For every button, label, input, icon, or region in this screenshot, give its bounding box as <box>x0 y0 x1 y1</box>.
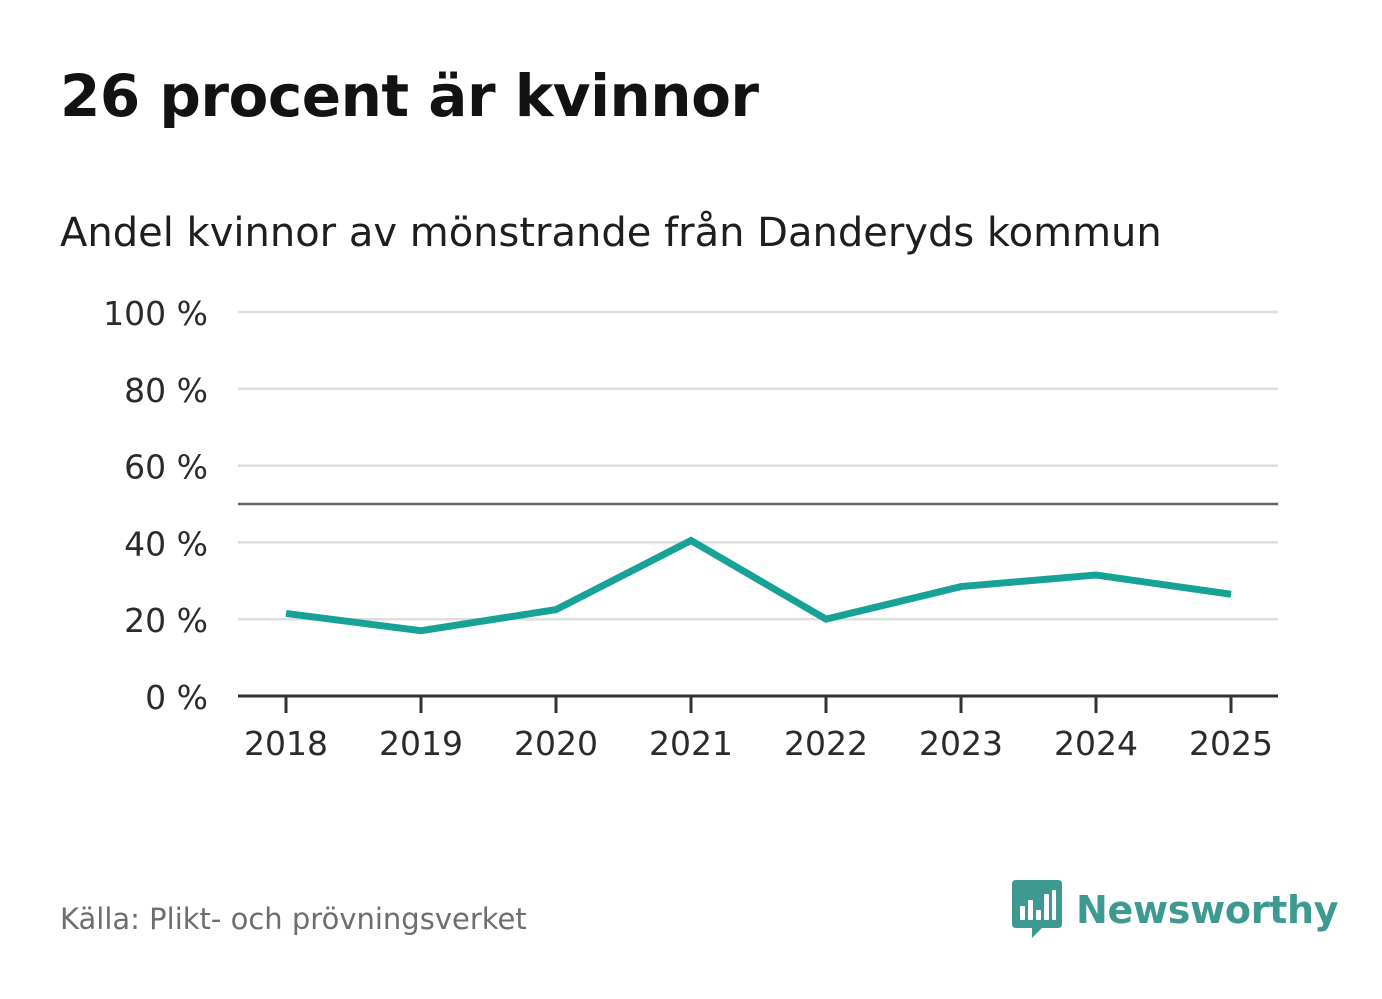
y-tick-label: 40 % <box>124 524 208 563</box>
brand-logo: Newsworthy <box>1012 880 1339 940</box>
series-line <box>285 536 1232 635</box>
x-tick-label: 2024 <box>1054 724 1138 763</box>
x-tick-label: 2019 <box>379 724 463 763</box>
x-tick-label: 2020 <box>514 724 598 763</box>
y-tick-label: 100 % <box>103 294 208 333</box>
x-tick-label: 2021 <box>649 724 733 763</box>
chart-subtitle: Andel kvinnor av mönstrande från Dandery… <box>60 210 1162 256</box>
y-tick-label: 80 % <box>124 371 208 410</box>
series-group <box>285 536 1232 635</box>
chart-title: 26 procent är kvinnor <box>60 62 759 130</box>
brand-name: Newsworthy <box>1076 888 1339 932</box>
x-axis <box>238 694 1278 713</box>
x-tick-label: 2023 <box>919 724 1003 763</box>
x-tick-label: 2025 <box>1189 724 1273 763</box>
x-tick-label: 2018 <box>244 724 328 763</box>
y-tick-label: 20 % <box>124 601 208 640</box>
bar-chart-speech-bubble-icon <box>1012 880 1062 938</box>
gridlines <box>238 310 1278 621</box>
x-tick-label: 2022 <box>784 724 868 763</box>
source-note: Källa: Plikt- och prövningsverket <box>60 902 527 936</box>
x-axis-labels: 2018 2019 2020 2021 2022 2023 2024 2025 <box>244 724 1273 763</box>
y-tick-label: 0 % <box>145 678 208 717</box>
y-tick-label: 60 % <box>124 448 208 487</box>
y-axis-labels: 0 % 20 % 40 % 60 % 80 % 100 % <box>103 294 208 717</box>
